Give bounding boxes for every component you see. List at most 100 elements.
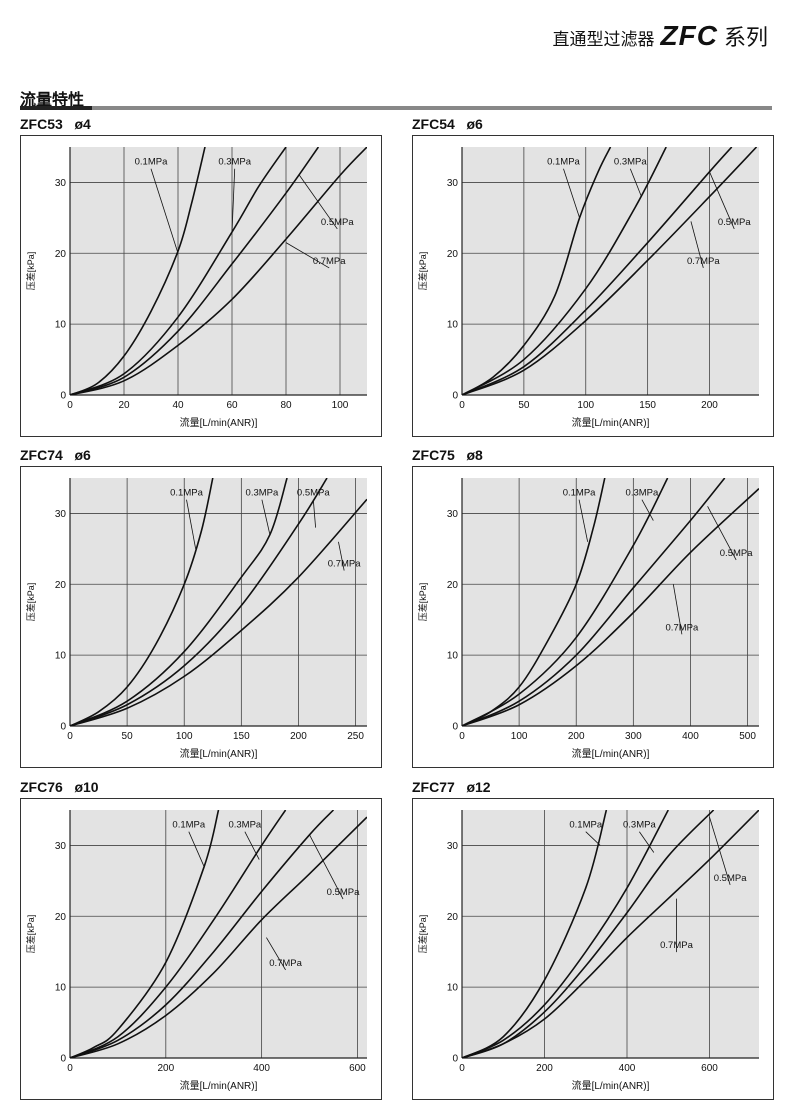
y-tick-label: 20 (55, 912, 67, 923)
x-tick-label: 600 (349, 1063, 366, 1074)
y-tick-label: 10 (447, 983, 459, 994)
series-label: 0.5MPa (720, 548, 753, 559)
series-leader-line (629, 168, 642, 197)
y-tick-label: 30 (55, 509, 67, 520)
series-label: 0.1MPa (569, 820, 602, 831)
series-leader-line (231, 168, 236, 233)
series-line-0_7mpa (70, 498, 367, 726)
plot-area (462, 478, 759, 726)
chart-panel-zfc77: ZFC77 ø12 0 200 400 600 0 10 20 30 流量[L/min(ANR)]… (412, 779, 774, 1100)
series-leader-line (186, 499, 197, 549)
plot-area (70, 810, 367, 1058)
x-tick-label: 0 (67, 400, 73, 411)
series-leader-line (707, 506, 737, 561)
series-line-0_5mpa (70, 478, 328, 726)
series-leader-line (672, 584, 683, 635)
series-label: 0.1MPa (170, 488, 203, 499)
series-leader-line (585, 831, 601, 846)
x-tick-label: 400 (682, 731, 699, 742)
y-tick-label: 0 (452, 1054, 458, 1065)
y-tick-label: 20 (447, 580, 459, 591)
series-label: 0.7MPa (687, 256, 720, 267)
series-label: 0.7MPa (328, 559, 361, 570)
series-leader-line (150, 168, 179, 254)
x-tick-label: 60 (226, 400, 238, 411)
y-tick-label: 0 (60, 722, 66, 733)
series-leader-line (299, 175, 338, 230)
series-label: 0.3MPa (623, 820, 656, 831)
series-label: 0.1MPa (563, 488, 596, 499)
x-axis-label: 流量[L/min(ANR)] (572, 1079, 650, 1092)
x-tick-label: 0 (459, 400, 465, 411)
chart-title: ZFC74 ø6 (20, 447, 91, 463)
x-axis-label: 流量[L/min(ANR)] (572, 416, 650, 429)
series-leader-line (641, 499, 654, 521)
x-tick-label: 50 (518, 400, 530, 411)
x-tick-label: 400 (619, 1063, 636, 1074)
series-leader-line (261, 499, 271, 535)
chart-title: ZFC76 ø10 (20, 779, 99, 795)
y-axis-label: 压差[kPa] (25, 252, 36, 291)
series-label: 0.1MPa (135, 157, 168, 168)
series-line-0_3mpa (462, 810, 669, 1058)
x-tick-label: 200 (568, 731, 585, 742)
y-tick-label: 10 (447, 320, 459, 331)
series-leader-line (578, 499, 589, 542)
chart-panel-zfc54: ZFC54 ø6 0 50 100 150 200 0 10 20 30 流量[L/min(ANR)… (412, 116, 774, 437)
x-axis-label: 流量[L/min(ANR)] (572, 747, 650, 760)
x-tick-label: 50 (122, 731, 134, 742)
plot-area (70, 147, 367, 395)
chart-title: ZFC77 ø12 (412, 779, 491, 795)
series-leader-line (563, 168, 580, 218)
y-axis-label: 压差[kPa] (25, 915, 36, 954)
x-tick-label: 0 (67, 1063, 73, 1074)
series-label: 0.7MPa (269, 958, 302, 969)
series-label: 0.3MPa (218, 157, 251, 168)
series-leader-line (690, 221, 704, 269)
header-product-name: 直通型过滤器 (552, 30, 655, 50)
chart-title: ZFC53 ø4 (20, 116, 91, 132)
y-tick-label: 0 (60, 391, 66, 402)
chart-panel-zfc53: ZFC53 ø4 0 20 40 60 80 100 0 10 20 30 流量[L/min(ANR)… (20, 116, 382, 437)
header-model: ZFC (660, 20, 718, 51)
series-leader-line (244, 831, 260, 860)
y-axis-label: 压差[kPa] (417, 252, 428, 291)
x-tick-label: 100 (332, 400, 349, 411)
y-tick-label: 10 (55, 983, 67, 994)
series-leader-line (709, 816, 731, 885)
x-tick-label: 200 (290, 731, 307, 742)
series-label: 0.7MPa (666, 622, 699, 633)
series-line-0_3mpa (70, 478, 288, 726)
x-axis-label: 流量[L/min(ANR)] (180, 416, 258, 429)
x-tick-label: 20 (118, 400, 130, 411)
x-tick-label: 100 (577, 400, 594, 411)
series-label: 0.3MPa (626, 488, 659, 499)
x-tick-label: 200 (536, 1063, 553, 1074)
y-tick-label: 30 (55, 178, 67, 189)
x-tick-label: 300 (625, 731, 642, 742)
chart-panel-zfc76: ZFC76 ø10 0 200 400 600 0 10 20 30 流量[L/min(ANR)]… (20, 779, 382, 1100)
y-axis-label: 压差[kPa] (417, 583, 428, 622)
y-tick-label: 30 (447, 509, 459, 520)
series-line-0_7mpa (70, 147, 367, 395)
series-line-0_5mpa (462, 478, 726, 726)
series-label: 0.5MPa (714, 873, 747, 884)
series-leader-line (285, 242, 330, 269)
series-leader-line (188, 831, 205, 867)
x-tick-label: 100 (176, 731, 193, 742)
series-line-0_7mpa (462, 810, 759, 1058)
x-tick-label: 40 (172, 400, 184, 411)
y-tick-label: 0 (452, 391, 458, 402)
series-line-0_3mpa (462, 147, 667, 395)
y-tick-label: 10 (447, 651, 459, 662)
series-line-0_3mpa (70, 147, 287, 395)
x-tick-label: 400 (253, 1063, 270, 1074)
series-line-0_7mpa (462, 488, 759, 726)
series-label: 0.7MPa (313, 256, 346, 267)
series-label: 0.3MPa (228, 820, 261, 831)
y-tick-label: 20 (447, 912, 459, 923)
series-label: 0.1MPa (172, 820, 205, 831)
series-label: 0.3MPa (246, 488, 279, 499)
x-tick-label: 100 (511, 731, 528, 742)
chart-title: ZFC54 ø6 (412, 116, 483, 132)
